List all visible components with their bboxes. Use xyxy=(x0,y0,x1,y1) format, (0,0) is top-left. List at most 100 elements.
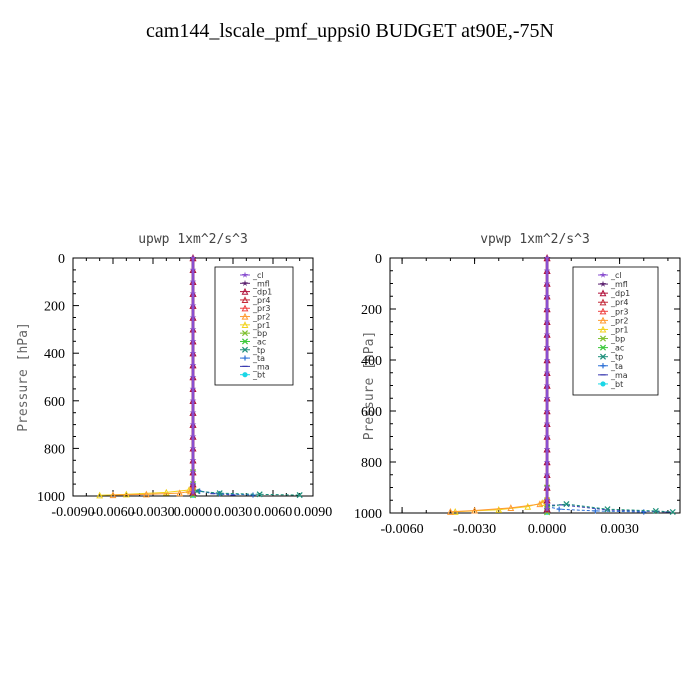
legend-box xyxy=(572,266,659,396)
legend-marker xyxy=(241,330,249,337)
series-marker-cl xyxy=(543,496,551,503)
chart-panel-2: vpwp 1xm^2/s^3 Pressure [hPa] 0 200 400 600 80… xyxy=(354,232,681,537)
series-marker-cl xyxy=(543,254,551,261)
y-tick-label: 600 xyxy=(361,405,382,420)
y-axis-label: Pressure [hPa] xyxy=(16,322,31,432)
series-marker-cl xyxy=(189,361,197,368)
series-marker-cl xyxy=(543,318,551,325)
series-marker-pr1 xyxy=(96,491,104,499)
legend-marker xyxy=(241,296,249,304)
x-tick-label: 0.0090 xyxy=(294,505,333,520)
series-marker-cl xyxy=(189,385,197,392)
legend-marker xyxy=(599,280,607,287)
legend-label: _mfl xyxy=(610,280,628,289)
series-marker-cl xyxy=(189,337,197,345)
y-tick-label: 400 xyxy=(361,354,382,369)
legend-label: _pr4 xyxy=(610,298,628,307)
chart-title: vpwp 1xm^2/s^3 xyxy=(480,232,590,247)
series-marker-cl xyxy=(189,397,197,404)
series-marker-cl xyxy=(189,480,197,487)
legend-marker xyxy=(599,271,607,278)
y-tick-label: 1000 xyxy=(37,490,65,505)
chart-title: upwp 1xm^2/s^3 xyxy=(138,232,248,247)
y-tick-label: 800 xyxy=(44,442,65,457)
series-marker-cl xyxy=(543,267,551,274)
series-marker-cl xyxy=(189,468,197,475)
legend-label: _bp xyxy=(610,335,625,344)
legend-label: _dp1 xyxy=(610,289,630,298)
legend-marker xyxy=(241,312,249,320)
series-marker-pr2 xyxy=(447,508,454,515)
x-tick-label: 0.0060 xyxy=(254,505,293,520)
legend-marker xyxy=(599,335,607,342)
legend-label: _pr2 xyxy=(252,313,270,322)
legend-marker xyxy=(241,287,249,295)
series-marker-pr2 xyxy=(176,489,184,497)
series-marker-pr2 xyxy=(142,490,150,498)
series-marker-cl xyxy=(189,254,197,261)
legend-marker xyxy=(599,325,607,333)
series-marker-cl xyxy=(543,407,551,414)
series-marker-cl xyxy=(189,489,197,496)
legend-label: _bt xyxy=(610,380,623,389)
x-tick-label: -0.0030 xyxy=(131,505,174,520)
series-marker-cl xyxy=(543,484,551,491)
series-marker-cl xyxy=(189,302,197,309)
legend: _cl_mfl_dp1_pr4_pr3_pr2_pr1_bp_ac_tp_ta_… xyxy=(572,266,659,396)
series-marker-cl xyxy=(543,356,551,363)
legend-box xyxy=(214,266,294,386)
series-line-ma xyxy=(547,504,668,513)
legend-label: _ta xyxy=(252,354,265,363)
y-tick-label: 200 xyxy=(44,300,65,315)
legend-marker xyxy=(599,344,607,351)
legend-label: _cl xyxy=(610,271,622,280)
series-marker-cl xyxy=(189,433,197,440)
series-marker-tp xyxy=(669,508,676,516)
series-marker-cl xyxy=(543,445,551,452)
legend-marker xyxy=(599,307,607,315)
legend-label: _ta xyxy=(610,362,623,371)
x-tick-label: 0.0000 xyxy=(528,522,567,537)
x-tick-label: 0.0030 xyxy=(600,522,639,537)
series-marker-pr2 xyxy=(109,491,117,499)
y-tick-label: 1000 xyxy=(354,507,382,522)
legend-marker xyxy=(242,372,248,378)
legend-label: _bt xyxy=(252,371,265,380)
series-marker-cl xyxy=(543,394,551,401)
chart-panel-1: upwp 1xm^2/s^3 Pressure [hPa] 0 200 400 600 80… xyxy=(16,232,332,520)
legend-label: _ma xyxy=(252,362,270,371)
legend-label: _pr2 xyxy=(610,316,628,325)
x-tick-label: -0.0060 xyxy=(380,522,423,537)
series-line-pr2 xyxy=(450,497,548,513)
legend-label: _pr1 xyxy=(252,321,270,330)
series-marker-cl xyxy=(189,314,197,321)
legend-marker xyxy=(599,289,607,297)
legend-marker xyxy=(241,304,249,312)
series-marker-tp xyxy=(256,491,263,498)
series-marker-cl xyxy=(189,266,197,273)
legend-marker xyxy=(242,355,248,361)
series-marker-pr1 xyxy=(495,505,503,513)
series-marker-cl xyxy=(543,420,551,427)
legend-label: _pr4 xyxy=(252,296,270,305)
y-tick-label: 600 xyxy=(44,395,65,410)
figure-title: cam144_lscale_pmf_uppsi0 BUDGET at90E,-7… xyxy=(146,20,554,42)
series-marker-cl xyxy=(543,343,551,350)
series-marker-cl xyxy=(543,280,551,287)
legend-marker xyxy=(600,381,606,387)
series-marker-ta xyxy=(592,508,599,514)
series-marker-cl xyxy=(189,456,197,464)
series-marker-cl xyxy=(543,458,551,465)
legend-label: _pr1 xyxy=(610,325,628,334)
x-tick-label: -0.0030 xyxy=(453,522,496,537)
legend-marker xyxy=(599,353,607,360)
legend-label: _ma xyxy=(610,371,628,380)
x-tick-label: -0.0060 xyxy=(91,505,134,520)
series-marker-pr2 xyxy=(507,504,515,511)
legend: _cl_mfl_dp1_pr4_pr3_pr2_pr1_bp_ac_tp_ta_… xyxy=(214,266,294,386)
series-marker-pr2 xyxy=(186,487,194,495)
series-marker-cl xyxy=(189,290,197,297)
legend-marker xyxy=(241,346,249,353)
legend-marker xyxy=(599,316,607,324)
